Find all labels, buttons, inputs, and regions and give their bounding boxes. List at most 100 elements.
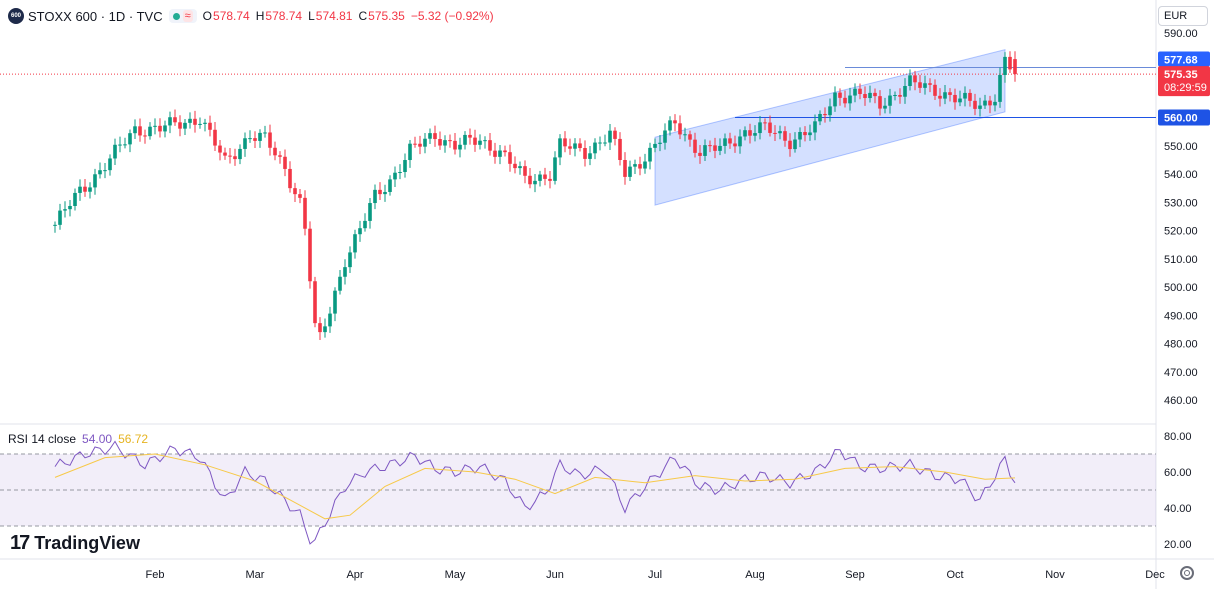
candle xyxy=(868,85,872,103)
candle xyxy=(958,90,962,107)
candle xyxy=(308,221,312,289)
candle xyxy=(708,140,712,153)
candle xyxy=(93,168,97,195)
candle-body xyxy=(98,170,102,175)
candle-body xyxy=(903,86,907,97)
candle-body xyxy=(853,88,857,96)
candle xyxy=(903,78,907,104)
candle xyxy=(543,167,547,186)
candle-body xyxy=(973,100,977,109)
candle-body xyxy=(198,123,202,125)
candle-body xyxy=(448,140,452,142)
tradingview-logo[interactable]: 17 TradingView xyxy=(10,532,140,555)
low-value: 574.81 xyxy=(315,9,353,23)
currency-selector[interactable]: EUR xyxy=(1158,6,1208,26)
time-tick-label: Apr xyxy=(346,569,363,581)
candle-body xyxy=(1008,56,1012,70)
candle-body xyxy=(588,153,592,159)
candle-body xyxy=(333,290,337,314)
candle-body xyxy=(143,135,147,137)
candle xyxy=(913,70,917,91)
candle-body xyxy=(233,156,237,160)
candle-body xyxy=(818,113,822,122)
candle xyxy=(73,188,77,211)
candle-body xyxy=(383,191,387,195)
candle-body xyxy=(643,161,647,169)
candle xyxy=(663,123,667,150)
candle xyxy=(328,306,332,333)
candle-body xyxy=(218,145,222,153)
candle-body xyxy=(723,138,727,146)
candle-body xyxy=(758,122,762,134)
candle xyxy=(908,69,912,91)
symbol-title[interactable]: STOXX 600 · 1D · TVC xyxy=(28,8,163,24)
candle xyxy=(468,128,472,145)
candle xyxy=(548,171,552,189)
candle-body xyxy=(513,163,517,169)
candle xyxy=(963,86,967,107)
candle xyxy=(713,137,717,159)
candle-body xyxy=(128,133,132,145)
price-tag-box xyxy=(1158,51,1210,67)
candle xyxy=(683,127,687,142)
rsi-tick-label: 40.00 xyxy=(1164,503,1192,515)
trend-channel xyxy=(654,49,1006,206)
candle xyxy=(563,131,567,153)
candle-body xyxy=(78,186,82,193)
candle xyxy=(918,74,922,94)
candle-body xyxy=(553,157,557,181)
candle-body xyxy=(113,144,117,159)
candle xyxy=(168,111,172,134)
candle-body xyxy=(813,121,817,133)
candle-body xyxy=(838,92,842,98)
candle-body xyxy=(753,133,757,136)
candle xyxy=(933,79,937,101)
candle-body xyxy=(193,118,197,125)
candle xyxy=(798,127,802,148)
candle xyxy=(463,131,467,150)
candle-body xyxy=(948,92,952,95)
candle xyxy=(198,117,202,129)
candle xyxy=(183,118,187,135)
candle-body xyxy=(273,147,277,156)
candle-body xyxy=(698,152,702,156)
candle xyxy=(158,118,162,138)
candle xyxy=(623,152,627,185)
candle-body xyxy=(528,175,532,185)
candle-body xyxy=(933,84,937,96)
candle xyxy=(163,120,167,138)
candle-body xyxy=(503,150,507,153)
candle-body xyxy=(653,143,657,148)
candle xyxy=(668,116,672,136)
rsi-title[interactable]: RSI 14 close xyxy=(8,432,77,446)
candle-body xyxy=(858,88,862,95)
candle xyxy=(98,162,102,179)
candle xyxy=(648,142,652,170)
price-tag-box xyxy=(1158,66,1210,97)
candle-body xyxy=(473,137,477,145)
candle xyxy=(458,137,462,158)
candle xyxy=(358,220,362,242)
candle-body xyxy=(658,142,662,144)
candle-body xyxy=(213,129,217,146)
candle-body xyxy=(863,94,867,99)
candle-body xyxy=(478,140,482,145)
candle-body xyxy=(453,140,457,150)
candle xyxy=(633,159,637,175)
price-tick-label: 530.00 xyxy=(1164,197,1198,209)
candle xyxy=(488,133,492,156)
candle xyxy=(853,83,857,103)
candle xyxy=(818,110,822,126)
close-label: C xyxy=(358,9,368,23)
market-status-badge[interactable]: ≈ xyxy=(168,9,197,23)
candle-body xyxy=(703,145,707,156)
candle xyxy=(783,126,787,147)
candle-body xyxy=(598,142,602,144)
candle-body xyxy=(238,148,242,160)
settings-gear-icon[interactable] xyxy=(1180,566,1194,580)
candle-body xyxy=(268,132,272,148)
candle-body xyxy=(638,164,642,169)
candle-body xyxy=(1003,56,1007,76)
